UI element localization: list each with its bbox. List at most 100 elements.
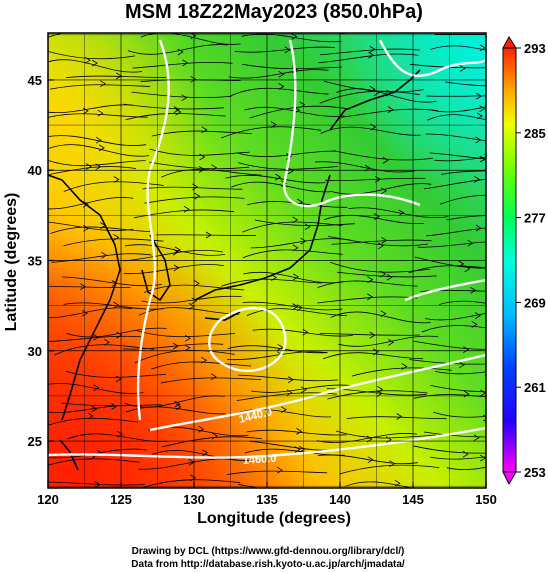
streamline	[51, 253, 152, 263]
streamline	[48, 383, 144, 394]
streamline	[327, 390, 428, 400]
streamline-arrow	[113, 234, 120, 241]
streamline	[140, 33, 241, 45]
streamline-arrow	[280, 180, 287, 187]
streamline	[346, 416, 447, 420]
streamline	[125, 406, 226, 415]
streamline	[225, 175, 326, 184]
streamline-arrow	[173, 106, 180, 113]
streamline	[249, 105, 350, 119]
streamline-arrow	[369, 331, 376, 339]
streamline	[134, 329, 236, 338]
streamline-arrow	[116, 331, 123, 339]
streamline	[228, 69, 329, 79]
streamline	[325, 177, 426, 181]
streamline	[319, 48, 420, 56]
streamline	[426, 95, 486, 97]
streamline-arrow	[459, 65, 466, 72]
streamline-arrow	[462, 450, 469, 458]
streamline-arrow	[377, 386, 384, 393]
streamline	[50, 226, 151, 234]
streamline-arrow	[300, 237, 307, 245]
streamline-arrow	[389, 460, 396, 468]
streamline-arrow	[292, 244, 299, 252]
x-axis-label: Longitude (degrees)	[197, 510, 351, 527]
streamline	[238, 483, 262, 488]
streamline	[243, 271, 344, 284]
streamline-arrow	[368, 51, 375, 59]
streamline	[317, 454, 418, 464]
streamline-arrow	[199, 153, 206, 161]
streamline	[48, 135, 147, 146]
streamline	[228, 87, 329, 98]
x-axis-ticks: 120 125 130 135 140 145 150	[37, 482, 497, 507]
streamline	[50, 84, 151, 90]
streamline-arrow	[184, 344, 191, 352]
streamline	[123, 343, 224, 350]
streamline-arrow	[299, 101, 306, 109]
streamline-arrow	[94, 481, 101, 488]
streamline	[351, 367, 452, 377]
streamline	[142, 186, 243, 190]
colorbar-top-arrow	[502, 36, 517, 49]
streamline-arrow	[473, 434, 480, 442]
streamline-arrow	[278, 83, 285, 90]
streamline-arrow	[201, 126, 208, 134]
streamline	[336, 271, 437, 278]
streamline-arrow	[401, 363, 408, 370]
streamline	[242, 221, 343, 233]
streamline-arrow	[93, 384, 100, 392]
streamline	[227, 345, 328, 354]
streamline-arrow	[278, 70, 285, 78]
streamline	[446, 466, 486, 470]
streamline	[48, 286, 131, 289]
streamline	[48, 59, 143, 73]
streamline	[123, 103, 225, 110]
streamline-arrow	[381, 237, 388, 244]
streamline	[331, 183, 432, 195]
streamline	[425, 227, 486, 237]
streamline	[242, 249, 343, 259]
streamline-arrow	[111, 403, 118, 410]
streamline-arrow	[193, 280, 200, 287]
x-tick-label: 150	[475, 492, 497, 507]
streamline	[339, 464, 440, 475]
streamline	[151, 361, 252, 370]
streamline-arrow	[458, 361, 465, 369]
streamline-arrow	[174, 246, 181, 254]
streamline-arrow	[377, 242, 384, 250]
streamline	[331, 239, 432, 245]
streamline	[316, 433, 417, 443]
streamline	[439, 300, 486, 305]
streamline	[446, 215, 486, 221]
streamline	[124, 495, 224, 498]
streamline-arrow	[287, 167, 294, 175]
streamline-arrow	[113, 301, 120, 309]
streamline	[408, 265, 486, 274]
streamline-arrow	[175, 108, 182, 116]
y-tick-label: 30	[28, 344, 42, 359]
streamline	[426, 114, 486, 121]
streamline-arrow	[292, 303, 299, 310]
streamline-arrow	[92, 333, 99, 341]
streamline	[155, 234, 257, 236]
streamline-arrow	[173, 264, 180, 272]
streamline-arrow	[458, 260, 465, 268]
streamline	[348, 207, 449, 218]
streamline	[409, 63, 486, 69]
x-tick-label: 130	[183, 492, 205, 507]
streamline	[413, 340, 486, 350]
height-contours	[48, 39, 486, 459]
streamline-arrow	[174, 400, 181, 408]
streamline-arrow	[80, 283, 87, 291]
streamline-arrow	[479, 155, 486, 163]
streamline-arrow	[473, 176, 480, 183]
streamline-arrow	[175, 403, 182, 411]
colorbar-label: 293	[524, 41, 546, 56]
streamline	[48, 159, 146, 167]
streamline-arrow	[388, 339, 395, 346]
streamline	[439, 194, 486, 205]
streamline-arrow	[483, 414, 486, 422]
streamline-arrow	[296, 428, 303, 435]
